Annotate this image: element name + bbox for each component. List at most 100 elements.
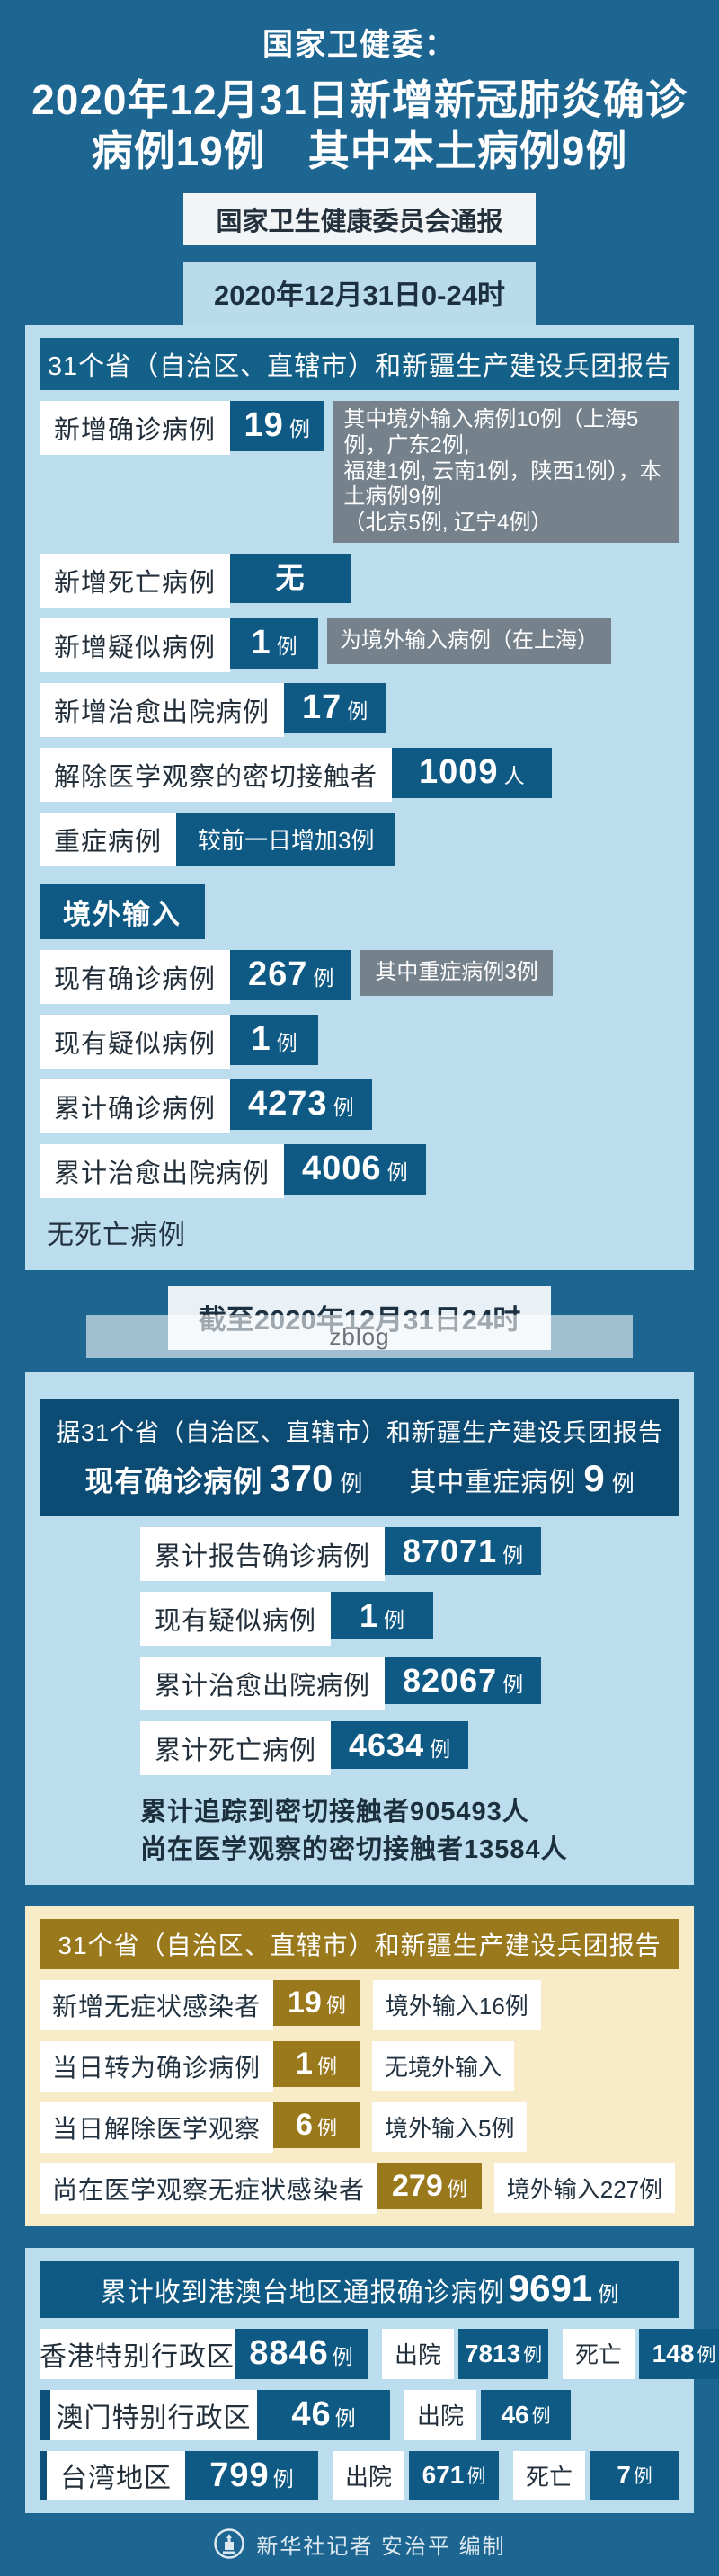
section-daily-panel: 31个省（自治区、直辖市）和新疆生产建设兵团报告 新增确诊病例 19 例 其中境… <box>25 325 694 1271</box>
header: 国家卫健委： 2020年12月31日新增新冠肺炎确诊 病例19例 其中本土病例9… <box>0 0 719 246</box>
stat-number: 4273 <box>248 1085 328 1124</box>
section-daily-bar: 31个省（自治区、直辖市）和新疆生产建设兵团报告 <box>40 338 679 391</box>
section-asymptomatic-panel: 31个省（自治区、直辖市）和新疆生产建设兵团报告 新增无症状感染者 19 例 境… <box>25 1906 694 2227</box>
death-label: 死亡 <box>563 2329 635 2379</box>
stat-number: 6 <box>296 2108 313 2143</box>
severe-number: 9 <box>583 1457 605 1500</box>
stat-row-current-suspected: 现有疑似病例 1 例 <box>140 1592 679 1647</box>
stat-note: 其中境外输入病例10例（上海5例，广东2例, 福建1例, 云南1例，陕西1例），… <box>333 401 679 544</box>
death-value-box: 7 例 <box>590 2450 679 2501</box>
stat-number: 4634 <box>349 1727 425 1764</box>
stat-value-box: 1 例 <box>230 1015 319 1065</box>
title-line-1: 2020年12月31日新增新冠肺炎确诊 <box>31 76 688 123</box>
stat-value-box: 19 例 <box>230 401 324 451</box>
stat-label: 累计治愈出院病例 <box>40 1144 285 1199</box>
stat-note: 境外输入5例 <box>372 2102 528 2153</box>
discharged-number: 46 <box>501 2400 529 2429</box>
stat-unit: 例 <box>276 635 297 659</box>
stat-row-released-observation: 当日解除医学观察 6 例 境外输入5例 <box>40 2102 679 2154</box>
stat-unit: 例 <box>502 1543 524 1568</box>
stat-unit: 例 <box>333 1096 354 1120</box>
region-value-box: 8846 例 <box>235 2329 368 2379</box>
stat-value-box: 4634 例 <box>331 1721 469 1770</box>
stat-row-imported-recovered: 累计治愈出院病例 4006 例 <box>40 1144 679 1199</box>
hmt-title-unit: 例 <box>598 2282 619 2306</box>
stat-value-box: 1 例 <box>331 1592 434 1640</box>
section-hmt: 累计收到港澳台地区通报确诊病例 9691 例 香港特别行政区 8846 例 出院… <box>25 2248 719 2514</box>
death-unit: 例 <box>697 2344 716 2366</box>
stat-unit: 例 <box>347 699 368 724</box>
stat-inline-note: 较前一日增加3例 <box>176 813 396 866</box>
active-label: 现有确诊病例 <box>84 1465 263 1498</box>
region-value-box: 46 例 <box>257 2389 390 2440</box>
region-number: 799 <box>209 2456 270 2494</box>
severe-unit: 例 <box>611 1471 635 1497</box>
title-line-2: 病例19例 其中本土病例9例 <box>91 128 628 175</box>
region-value-box: 799 例 <box>184 2450 318 2501</box>
region-number: 46 <box>291 2394 332 2433</box>
stat-label: 当日转为确诊病例 <box>40 2041 274 2092</box>
stat-number: 1009 <box>419 753 499 792</box>
section-hmt-panel: 累计收到港澳台地区通报确诊病例 9691 例 香港特别行政区 8846 例 出院… <box>25 2248 719 2514</box>
stat-unit: 例 <box>276 1031 297 1055</box>
severe-label: 其中重症病例 <box>409 1468 577 1498</box>
stat-value-box: 1 例 <box>230 618 319 669</box>
stat-row-cumulative-deaths: 累计死亡病例 4634 例 <box>140 1721 679 1776</box>
region-number: 8846 <box>249 2334 329 2373</box>
stat-value-box: 无 <box>230 554 351 603</box>
section-daily-tab: 2020年12月31日0-24时 <box>183 262 536 326</box>
stat-unit: 人 <box>503 764 525 788</box>
stat-value-box: 87071 例 <box>385 1527 542 1576</box>
discharged-number: 7813 <box>464 2339 521 2367</box>
discharged-value-box: 7813 例 <box>458 2329 549 2379</box>
stat-unit: 例 <box>288 417 310 441</box>
stat-label: 尚在医学观察无症状感染者 <box>40 2163 378 2215</box>
stat-row-converted: 当日转为确诊病例 1 例 无境外输入 <box>40 2041 679 2092</box>
section-asymptomatic: 31个省（自治区、直辖市）和新疆生产建设兵团报告 新增无症状感染者 19 例 境… <box>25 1906 694 2227</box>
hmt-title-number: 9691 <box>508 2267 593 2310</box>
stat-value-box: 1 例 <box>273 2041 360 2088</box>
discharged-label: 出院 <box>382 2329 455 2379</box>
contacts-observed-note: 尚在医学观察的密切接触者13584人 <box>140 1835 568 1865</box>
stat-number: 1 <box>251 624 271 662</box>
stat-number: 82067 <box>403 1662 498 1700</box>
stat-row-new-confirmed: 新增确诊病例 19 例 其中境外输入病例10例（上海5例，广东2例, 福建1例,… <box>40 401 679 544</box>
stat-number: 无 <box>275 562 306 595</box>
stat-number: 1 <box>360 1597 379 1635</box>
contact-tracing-notes: 累计追踪到密切接触者905493人 尚在医学观察的密切接触者13584人 <box>140 1793 679 1869</box>
stat-row-new-deaths: 新增死亡病例 无 <box>40 554 679 608</box>
watermark-text: zblog <box>329 1322 390 1350</box>
stat-row-released-contacts: 解除医学观察的密切接触者 1009 人 <box>40 748 679 803</box>
region-name: 台湾地区 <box>47 2450 185 2501</box>
issuer-badge: 国家卫生健康委员会通报 <box>183 193 536 246</box>
section-cumulative-panel: 据31个省（自治区、直辖市）和新疆生产建设兵团报告 现有确诊病例 370 例 其… <box>25 1372 694 1886</box>
stat-row-imported-suspected: 现有疑似病例 1 例 <box>40 1015 679 1070</box>
active-cases-line: 现有确诊病例 370 例 其中重症病例 9 例 <box>47 1459 672 1500</box>
discharged-label: 出院 <box>404 2389 477 2440</box>
death-number: 7 <box>617 2461 631 2490</box>
region-unit: 例 <box>332 2345 353 2369</box>
stat-value-box: 4006 例 <box>284 1144 426 1195</box>
stat-label: 累计治愈出院病例 <box>140 1657 386 1711</box>
page-title: 2020年12月31日新增新冠肺炎确诊 病例19例 其中本土病例9例 <box>0 75 719 177</box>
death-number: 148 <box>652 2339 695 2367</box>
stat-number: 1 <box>296 2047 313 2082</box>
imported-subheader: 境外输入 <box>40 884 205 940</box>
contacts-traced-note: 累计追踪到密切接触者905493人 <box>140 1798 529 1827</box>
stat-row-new-recovered: 新增治愈出院病例 17 例 <box>40 683 679 738</box>
xinhua-logo-icon <box>213 2527 245 2560</box>
credit-text: 新华社记者 安治平 编制 <box>256 2534 506 2559</box>
death-value-box: 148 例 <box>639 2329 719 2379</box>
stat-label: 现有疑似病例 <box>140 1592 332 1647</box>
stat-note: 为境外输入病例（在上海） <box>327 618 612 664</box>
death-label: 死亡 <box>512 2450 585 2501</box>
discharged-unit: 例 <box>466 2466 486 2488</box>
stat-note: 其中重症病例3例 <box>360 950 553 996</box>
watermark-band: zblog <box>86 1315 633 1359</box>
stat-value-box: 6 例 <box>273 2102 360 2149</box>
stat-value-box: 82067 例 <box>385 1657 542 1705</box>
stat-label: 累计确诊病例 <box>40 1079 231 1134</box>
section-hmt-bar: 累计收到港澳台地区通报确诊病例 9691 例 <box>40 2261 679 2319</box>
stat-value-box: 4273 例 <box>230 1079 372 1130</box>
row-accent <box>40 2450 48 2501</box>
